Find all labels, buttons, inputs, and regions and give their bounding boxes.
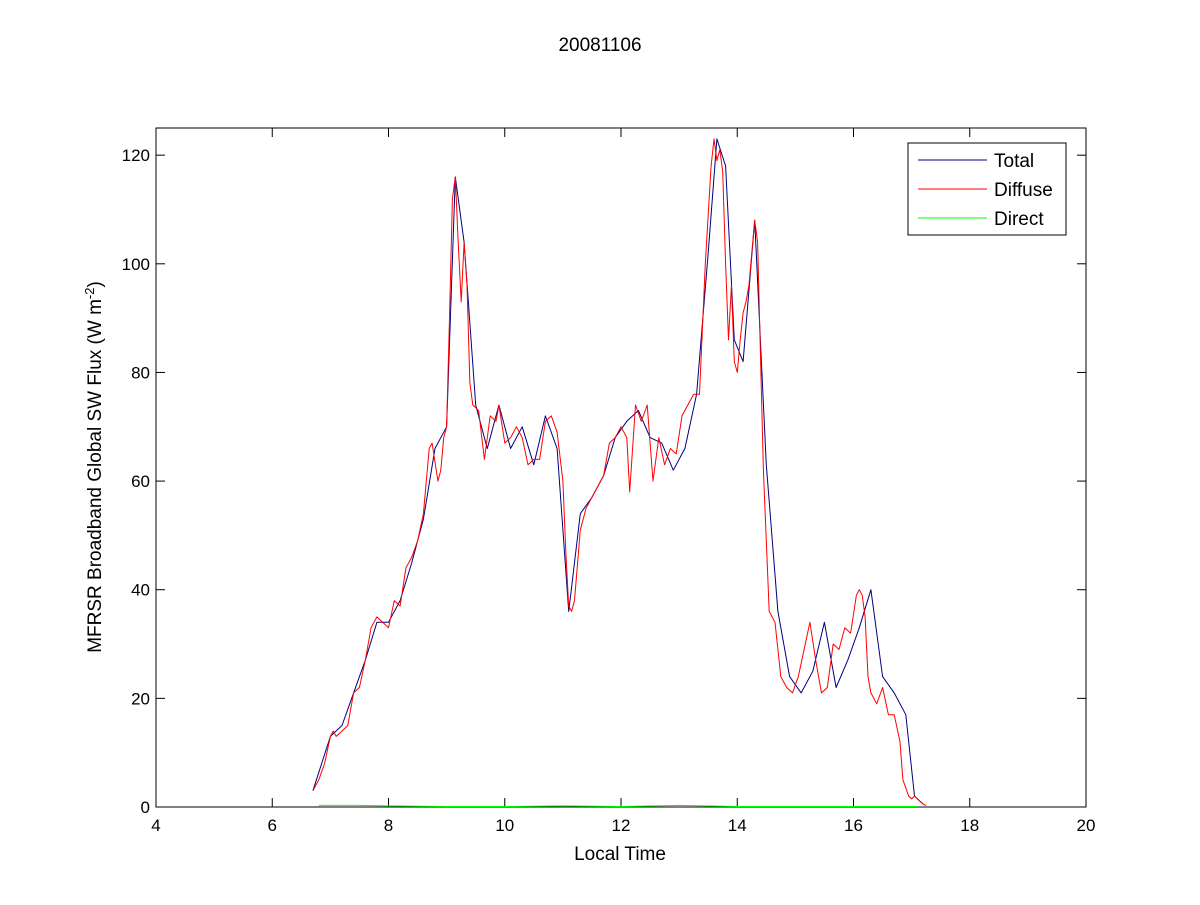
legend-label-diffuse: Diffuse <box>994 180 1053 201</box>
y-axis-label-text: MFRSR Broadband Global SW Flux (W m <box>85 299 106 653</box>
plot-area-frame <box>155 127 1087 808</box>
x-tick-label: 12 <box>612 816 631 835</box>
x-tick-label: 18 <box>960 816 979 835</box>
legend-label-direct: Direct <box>994 209 1044 230</box>
y-tick-label: 80 <box>131 363 150 382</box>
x-tick-label: 20 <box>1077 816 1096 835</box>
y-tick-label: 20 <box>131 689 150 708</box>
x-tick-label: 6 <box>268 816 277 835</box>
chart-title: 20081106 <box>558 35 641 56</box>
x-tick-label: 8 <box>384 816 393 835</box>
y-axis-label: MFRSR Broadband Global SW Flux (W m-2) <box>82 281 106 653</box>
y-axis-label-superscript: -2 <box>82 288 97 300</box>
x-tick-label: 14 <box>728 816 747 835</box>
y-tick-label: 0 <box>141 798 150 817</box>
y-tick-label: 120 <box>122 146 150 165</box>
x-tick-label: 10 <box>495 816 514 835</box>
x-tick-label: 16 <box>844 816 863 835</box>
y-tick-label: 100 <box>122 255 150 274</box>
series-line-diffuse <box>312 138 927 806</box>
x-tick-label: 4 <box>151 816 160 835</box>
series-layer <box>312 138 927 807</box>
x-axis-label: Local Time <box>574 844 666 865</box>
y-tick-label: 60 <box>131 472 150 491</box>
legend: Total Diffuse Direct <box>907 142 1067 236</box>
series-line-total <box>312 138 924 805</box>
series-line-direct <box>318 804 918 807</box>
y-axis-label-suffix: ) <box>85 281 106 287</box>
y-tick-label: 40 <box>131 581 150 600</box>
axis-ticks: 4 6 8 10 12 14 16 18 20 0 20 40 60 80 100 120 <box>122 128 1096 835</box>
legend-label-total: Total <box>994 151 1034 172</box>
